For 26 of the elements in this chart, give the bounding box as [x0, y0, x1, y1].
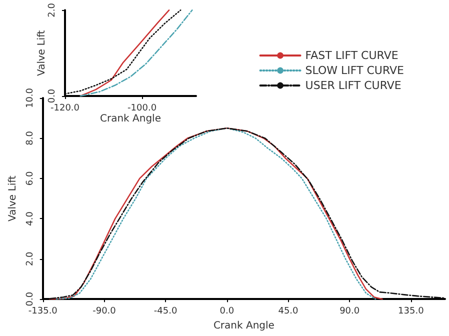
y-tick-label: 2.0	[48, 2, 58, 18]
line-series	[80, 10, 193, 97]
y-tick-label: 6.0	[25, 171, 36, 186]
legend-label: SLOW LIFT CURVE	[305, 64, 404, 77]
y-tick-label: 10.0	[25, 88, 36, 108]
x-tick-label: -90.0	[92, 306, 116, 317]
x-tick-label: -45.0	[154, 306, 178, 317]
x-axis-title: Crank Angle	[100, 113, 161, 124]
line-series	[49, 128, 446, 300]
legend-label: FAST LIFT CURVE	[305, 49, 398, 62]
x-tick-label: -120.0	[50, 104, 80, 114]
legend-label: USER LIFT CURVE	[305, 79, 402, 92]
x-tick-label: 135.0	[398, 306, 424, 317]
y-tick-label: 2.0	[25, 251, 36, 266]
x-tick-label: 45.0	[278, 306, 299, 317]
x-axis-title: Crank Angle	[213, 320, 274, 332]
x-tick-label: -100.0	[128, 104, 157, 114]
y-axis-title: Valve Lift	[36, 30, 48, 76]
x-tick-label: 0.0	[220, 306, 234, 317]
y-tick-label: 8.0	[25, 130, 36, 146]
x-tick-label: -135.0	[28, 306, 58, 317]
y-axis-title: Valve Lift	[8, 176, 18, 222]
y-tick-label: 4.0	[25, 211, 36, 226]
y-tick-label: 0.0	[25, 292, 36, 306]
x-tick-label: 90.0	[340, 306, 360, 317]
line-series	[80, 10, 170, 97]
